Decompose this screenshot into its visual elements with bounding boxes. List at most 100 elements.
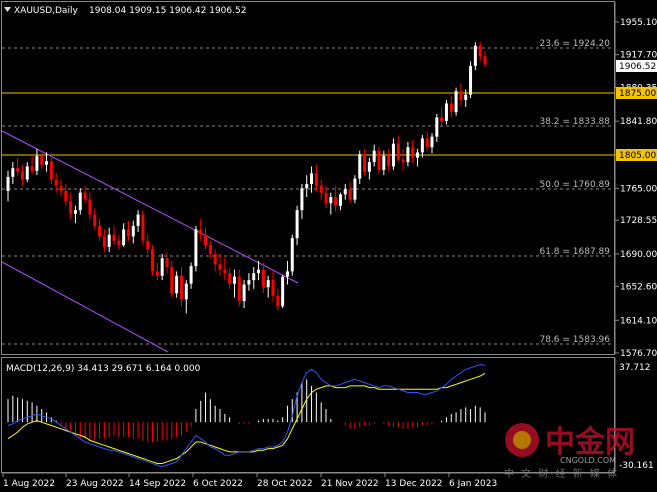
- candle-body: [305, 183, 309, 189]
- candle-body: [146, 240, 150, 250]
- candle-body: [102, 236, 106, 247]
- candle-body: [208, 245, 212, 254]
- candle-body: [78, 192, 82, 211]
- candle-body: [98, 225, 102, 237]
- candle-body: [107, 234, 111, 247]
- dropdown-triangle-icon[interactable]: [4, 7, 11, 12]
- candle-body: [59, 185, 63, 191]
- candle-body: [464, 94, 468, 100]
- price-tick-label: 1955.10: [620, 18, 657, 28]
- candle-body: [117, 240, 121, 246]
- cngold-logo-inner: [513, 431, 531, 449]
- candle-body: [237, 276, 241, 302]
- candle-body: [454, 91, 458, 113]
- candle-body: [396, 143, 400, 160]
- candle-body: [49, 161, 53, 180]
- candle-body: [406, 147, 410, 163]
- candle-body: [449, 103, 453, 113]
- candle-body: [170, 267, 174, 294]
- macd-axis[interactable]: 37.712 -30.161: [614, 358, 654, 472]
- candle-body: [213, 253, 217, 265]
- channel-lower-trendline[interactable]: [1, 261, 169, 353]
- candle-body: [175, 275, 179, 294]
- level-tag-1875-bg: [616, 87, 657, 99]
- watermark-brand: 中金网: [545, 425, 635, 460]
- candle-body: [285, 271, 289, 277]
- current-price-tag: 1906.52: [619, 62, 656, 72]
- time-tick-label: 6 Jan 2023: [449, 479, 497, 489]
- candle-body: [411, 147, 415, 158]
- candle-body: [218, 264, 222, 270]
- candle-body: [401, 159, 405, 163]
- candle-body: [353, 178, 357, 200]
- candle-body: [377, 150, 381, 170]
- candle-body: [11, 168, 15, 177]
- candle-body: [310, 173, 314, 184]
- candle-body: [281, 276, 285, 307]
- candle-body: [35, 155, 39, 171]
- candle-body: [73, 210, 77, 214]
- candle-body: [261, 269, 265, 288]
- candle-body: [25, 166, 29, 180]
- symbol-label: XAUUSD,Daily: [14, 6, 78, 16]
- candle-body: [252, 273, 256, 281]
- time-tick-label: 28 Oct 2022: [257, 479, 313, 489]
- candle-body: [83, 192, 87, 200]
- candle-body: [444, 103, 448, 121]
- candle-body: [295, 210, 299, 239]
- watermark-domain: CNGOLD.COM: [560, 456, 616, 465]
- candle-body: [478, 45, 482, 57]
- time-axis[interactable]: 1 Aug 2022 23 Aug 2022 14 Sep 2022 6 Oct 20…: [2, 472, 615, 489]
- price-tick-label: 1841.80: [620, 117, 657, 127]
- candle-body: [319, 185, 323, 193]
- candle-body: [242, 284, 246, 302]
- candle-body: [247, 280, 251, 285]
- fib-label-61-8: 61.8 = 1687.89: [539, 247, 610, 257]
- candle-body: [420, 138, 424, 153]
- candle-body: [363, 154, 367, 172]
- candle-body: [440, 117, 444, 121]
- candle-body: [20, 171, 24, 180]
- watermark-slogan: 中 文 财 经 新 媒 体: [504, 467, 619, 480]
- time-tick-label: 21 Nov 2022: [321, 479, 379, 489]
- candle-body: [122, 229, 126, 246]
- candle-body: [358, 154, 362, 179]
- candle-body: [160, 258, 164, 276]
- watermark-logo: 中金网 CNGOLD.COM 中 文 财 经 新 媒 体: [504, 423, 635, 480]
- candles-group: [6, 42, 487, 314]
- time-tick-label: 23 Aug 2022: [66, 479, 124, 489]
- candle-body: [30, 166, 34, 171]
- fibonacci-levels: 23.6 = 1924.20 38.2 = 1833.88 50.0 = 176…: [2, 39, 614, 345]
- price-tick-label: 1690.00: [620, 250, 657, 260]
- time-tick-label: 14 Sep 2022: [129, 479, 186, 489]
- candle-body: [382, 155, 386, 170]
- level-tag-1805: 1805.00: [619, 151, 656, 161]
- macd-axis-top: 37.712: [619, 363, 651, 373]
- candle-body: [16, 168, 20, 172]
- candle-body: [189, 266, 193, 284]
- fib-label-50: 50.0 = 1760.89: [539, 180, 610, 190]
- candle-body: [416, 152, 420, 158]
- macd-main-line: [7, 363, 486, 468]
- candle-body: [141, 214, 145, 241]
- candle-body: [131, 225, 135, 237]
- candle-body: [155, 271, 159, 276]
- candle-body: [257, 269, 261, 274]
- price-tick-label: 1576.70: [620, 349, 657, 359]
- level-tag-1805-bg: [616, 149, 657, 161]
- candle-body: [40, 155, 44, 165]
- fib-label-38-2: 38.2 = 1833.88: [539, 117, 610, 127]
- candle-body: [391, 143, 395, 167]
- candle-body: [271, 280, 275, 296]
- candle-body: [93, 214, 97, 226]
- candle-body: [473, 45, 477, 66]
- price-axis[interactable]: 1955.101917.701880.351841.801803.401765.…: [614, 2, 657, 359]
- candle-body: [314, 173, 318, 186]
- candle-body: [483, 56, 487, 65]
- candle-body: [435, 117, 439, 137]
- candle-body: [469, 65, 473, 95]
- price-tick-label: 1765.00: [620, 184, 657, 194]
- candle-body: [45, 161, 49, 165]
